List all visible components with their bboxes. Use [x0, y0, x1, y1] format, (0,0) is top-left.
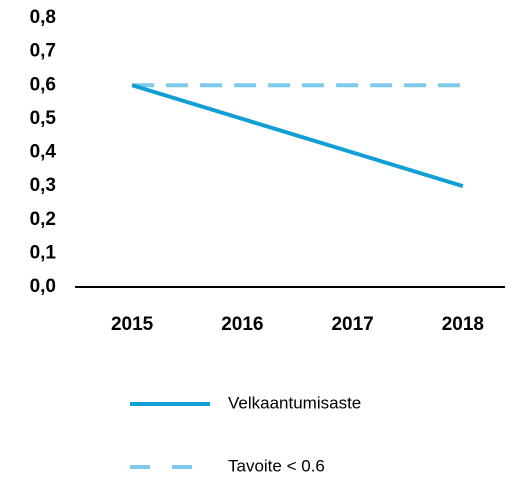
y-tick-label: 0,7	[30, 41, 56, 62]
legend-label: Tavoite < 0.6	[228, 456, 325, 475]
x-tick-label: 2015	[111, 314, 154, 335]
y-tick-label: 0,5	[30, 108, 57, 129]
x-tick-label: 2016	[221, 314, 263, 335]
y-tick-label: 0,6	[30, 74, 56, 95]
y-tick-label: 0,8	[30, 7, 56, 28]
series-line	[131, 83, 464, 189]
x-tick-label: 2017	[331, 314, 373, 335]
y-tick-label: 0,4	[30, 142, 57, 163]
x-tick-label: 2018	[442, 314, 484, 335]
y-tick-label: 0,2	[30, 209, 56, 230]
y-tick-label: 0,0	[30, 276, 56, 297]
y-tick-label: 0,1	[30, 242, 57, 263]
y-tick-label: 0,3	[30, 175, 56, 196]
legend-label: Velkaantumisaste	[228, 393, 361, 412]
